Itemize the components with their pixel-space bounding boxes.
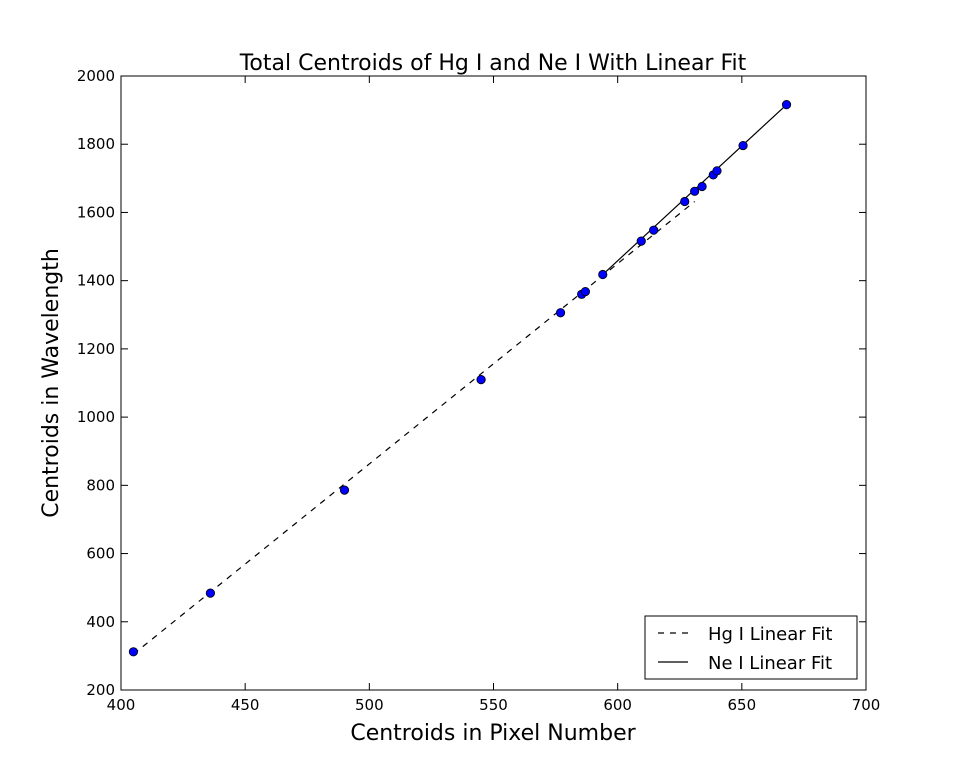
y-tick-label: 1600 bbox=[77, 203, 115, 221]
x-tick-label: 650 bbox=[728, 696, 757, 714]
data-point bbox=[712, 166, 722, 176]
y-tick-label: 400 bbox=[86, 613, 115, 631]
y-tick-label: 1800 bbox=[77, 135, 115, 153]
data-point bbox=[205, 588, 215, 598]
legend-ne-label: Ne I Linear Fit bbox=[708, 653, 832, 674]
y-tick-label: 2000 bbox=[77, 67, 115, 85]
x-tick-label: 500 bbox=[355, 696, 384, 714]
chart-title: Total Centroids of Hg I and Ne I With Li… bbox=[239, 51, 747, 76]
data-point bbox=[781, 100, 792, 110]
x-axis-label: Centroids in Pixel Number bbox=[350, 721, 636, 746]
data-point bbox=[738, 140, 748, 151]
data-point bbox=[697, 181, 707, 192]
legend: Hg I Linear Fit Ne I Linear Fit bbox=[644, 615, 858, 680]
x-tick-label: 550 bbox=[479, 696, 508, 714]
x-tick-label: 450 bbox=[231, 696, 260, 714]
data-point bbox=[555, 308, 566, 318]
y-tick-label: 200 bbox=[86, 681, 115, 699]
data-point bbox=[690, 186, 700, 196]
y-tick-label: 1200 bbox=[77, 340, 115, 358]
data-point bbox=[680, 196, 690, 207]
y-axis-label: Centroids in Wavelength bbox=[39, 248, 64, 518]
data-point bbox=[649, 225, 659, 235]
plot-area: 400 450 500 550 600 650 7002004006008001000120… bbox=[77, 67, 881, 714]
legend-box bbox=[644, 615, 858, 680]
data-point bbox=[636, 236, 646, 246]
y-tick-label: 1000 bbox=[77, 408, 115, 426]
data-point bbox=[339, 485, 350, 495]
data-point bbox=[598, 269, 608, 280]
data-point bbox=[476, 374, 486, 385]
x-tick-label: 600 bbox=[603, 696, 632, 714]
x-tick-label: 700 bbox=[852, 696, 881, 714]
data-point bbox=[580, 286, 590, 297]
data-point bbox=[128, 647, 139, 657]
y-tick-label: 600 bbox=[86, 545, 115, 563]
y-tick-label: 800 bbox=[86, 476, 115, 494]
x-tick-label: 400 bbox=[107, 696, 136, 714]
legend-hg-label: Hg I Linear Fit bbox=[708, 624, 832, 645]
y-tick-label: 1400 bbox=[77, 272, 115, 290]
